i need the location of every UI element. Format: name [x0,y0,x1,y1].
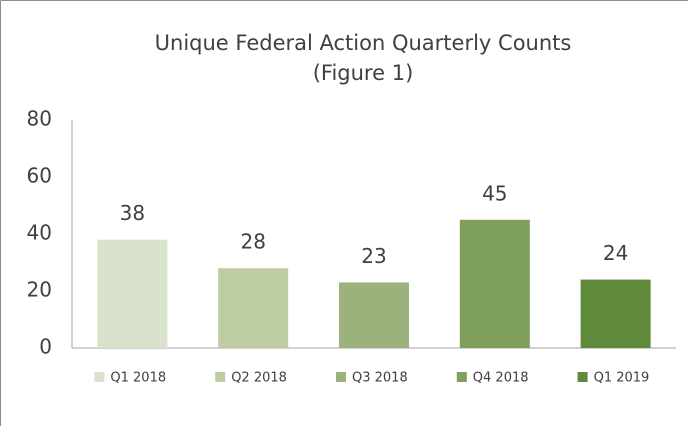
legend-label: Q2 2018 [231,371,287,386]
y-tick-label: 20 [27,278,52,302]
y-tick-label: 40 [27,221,52,245]
legend-label: Q1 2019 [594,371,650,386]
legend-label: Q4 2018 [473,371,529,386]
legend-swatch [215,372,226,382]
value-label: 45 [482,181,507,205]
bar [580,279,651,348]
value-label: 23 [361,244,386,268]
bar [339,282,409,348]
bar [218,268,289,348]
legend-swatch [94,372,105,382]
chart-title: (Figure 1) [313,61,414,85]
y-tick-label: 60 [27,164,52,188]
bar [459,219,530,348]
value-label: 28 [240,230,265,254]
value-label: 38 [120,201,145,225]
legend-swatch [336,372,346,382]
legend-label: Q3 2018 [352,371,408,386]
value-label: 24 [603,241,628,265]
bar [97,239,168,348]
y-tick-label: 0 [39,335,52,359]
legend-label: Q1 2018 [110,371,166,386]
legend-swatch [456,372,467,382]
chart-title: Unique Federal Action Quarterly Counts [155,31,572,55]
legend-swatch [577,372,588,382]
y-tick-label: 80 [27,107,52,131]
